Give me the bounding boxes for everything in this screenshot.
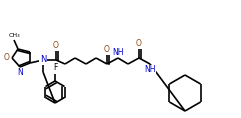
Text: CH₃: CH₃	[8, 33, 20, 38]
Text: N: N	[17, 68, 23, 77]
Text: NH: NH	[144, 65, 156, 74]
Text: O: O	[136, 40, 142, 48]
Text: NH: NH	[112, 48, 124, 57]
Text: O: O	[104, 46, 110, 55]
Text: N: N	[40, 55, 46, 65]
Text: O: O	[53, 42, 59, 51]
Text: F: F	[53, 63, 57, 72]
Text: O: O	[4, 53, 10, 63]
